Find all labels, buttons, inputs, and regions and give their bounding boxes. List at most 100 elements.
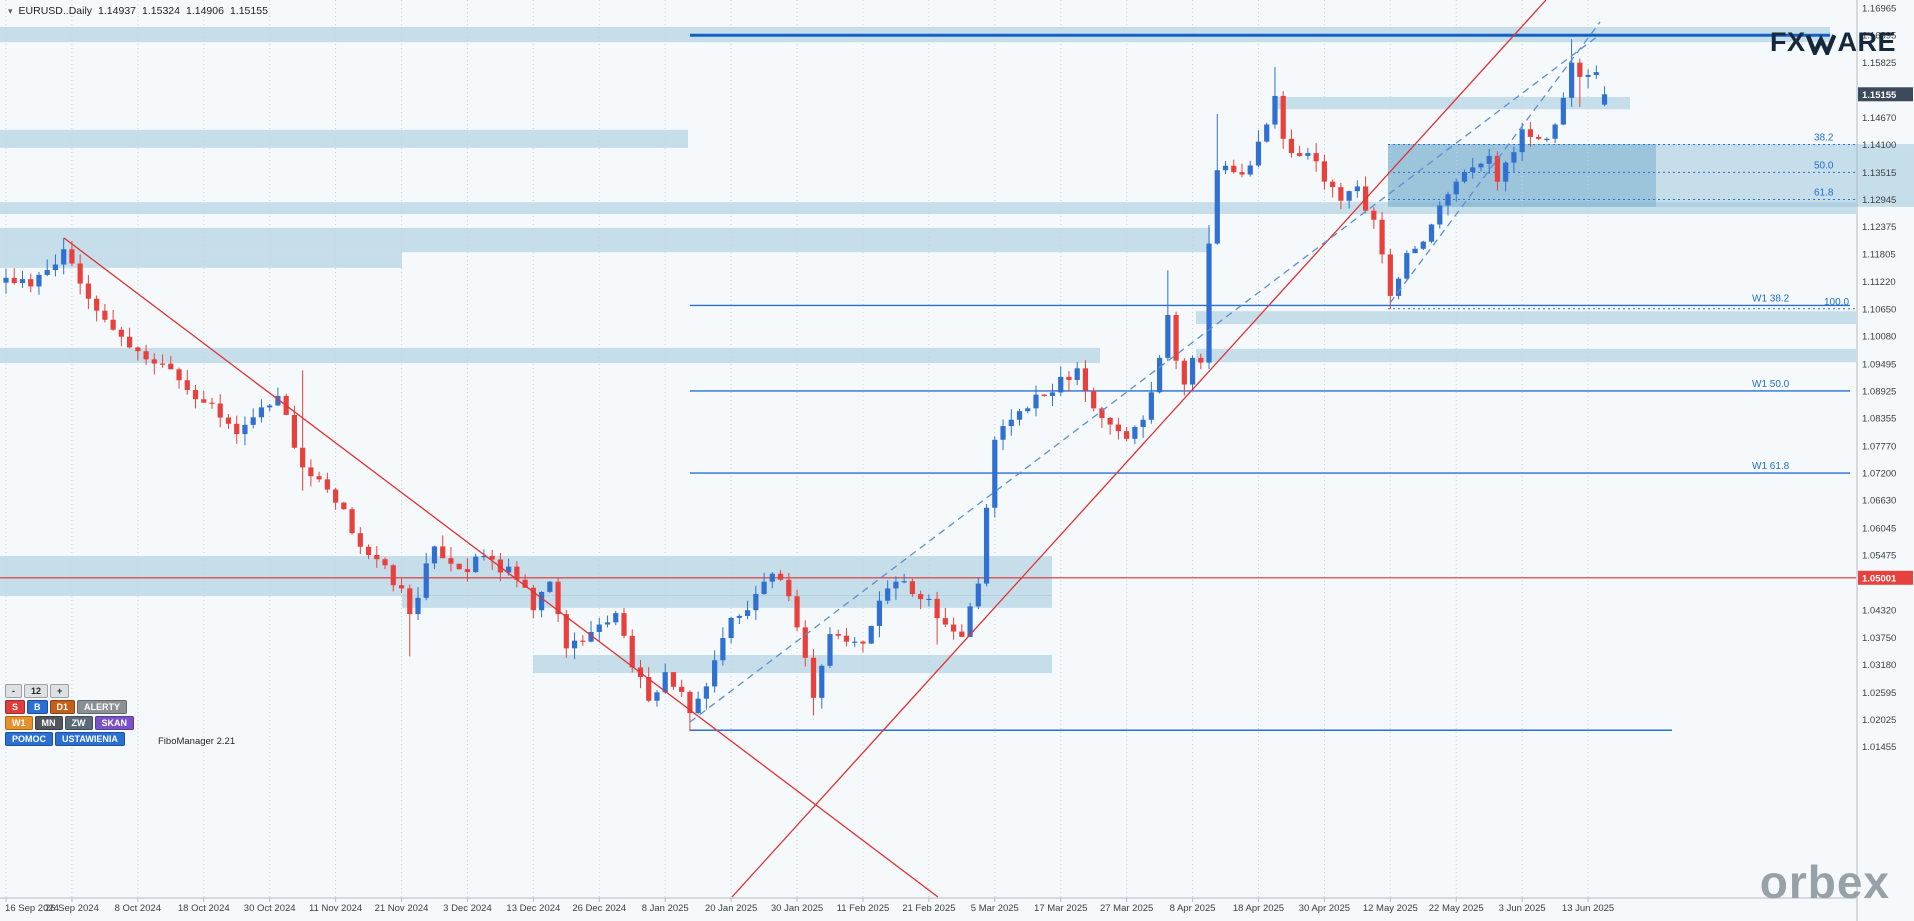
svg-text:22 May 2025: 22 May 2025	[1429, 903, 1484, 914]
svg-text:26 Sep 2024: 26 Sep 2024	[45, 903, 99, 914]
quote-close: 1.15155	[229, 5, 268, 17]
fxware-logo: FX ARE	[1770, 27, 1896, 58]
svg-text:8 Oct 2024: 8 Oct 2024	[115, 903, 161, 914]
quote-high: 1.15324	[142, 5, 180, 17]
toolbar: - 12 + S B D1 ALERTY W1 MN ZW SKAN POMOC…	[5, 684, 305, 748]
svg-text:16 Sep 2024: 16 Sep 2024	[5, 903, 59, 914]
svg-text:1.15155: 1.15155	[1862, 90, 1897, 101]
svg-text:1.11805: 1.11805	[1862, 249, 1896, 260]
zoom-row: - 12 +	[5, 684, 305, 698]
svg-text:1.15825: 1.15825	[1862, 58, 1896, 69]
svg-text:8 Apr 2025: 8 Apr 2025	[1170, 903, 1216, 914]
svg-text:3 Jun 2025: 3 Jun 2025	[1499, 903, 1546, 914]
svg-text:11 Nov 2024: 11 Nov 2024	[309, 903, 362, 914]
svg-text:1.02025: 1.02025	[1862, 715, 1896, 726]
svg-text:1.07200: 1.07200	[1862, 469, 1896, 480]
alerts-button[interactable]: ALERTY	[77, 700, 128, 714]
svg-text:1.12375: 1.12375	[1862, 222, 1896, 233]
symbol-info: ▾ EURUSD..Daily 1.14937 1.15324 1.14906 …	[8, 5, 268, 17]
svg-text:W1 61.8: W1 61.8	[1752, 461, 1790, 472]
bottom-row: POMOC USTAWIENIA	[5, 732, 305, 746]
svg-text:1.06045: 1.06045	[1862, 524, 1896, 535]
svg-text:1.10650: 1.10650	[1862, 304, 1896, 315]
svg-text:21 Feb 2025: 21 Feb 2025	[902, 903, 955, 914]
svg-text:1.06630: 1.06630	[1862, 496, 1896, 507]
help-button[interactable]: POMOC	[5, 732, 54, 746]
svg-text:1.12945: 1.12945	[1862, 195, 1896, 206]
trendlines-layer	[63, 0, 1601, 898]
svg-text:30 Oct 2024: 30 Oct 2024	[244, 903, 296, 914]
svg-text:1.08925: 1.08925	[1862, 386, 1896, 397]
svg-text:1.01455: 1.01455	[1862, 742, 1896, 753]
quote-open: 1.14937	[98, 5, 137, 17]
grid-layer	[5, 0, 1589, 897]
svg-text:50.0: 50.0	[1814, 160, 1834, 171]
svg-text:W1 50.0: W1 50.0	[1752, 379, 1790, 390]
svg-text:1.03750: 1.03750	[1862, 633, 1896, 644]
svg-text:8 Jan 2025: 8 Jan 2025	[642, 903, 689, 914]
svg-text:1.05001: 1.05001	[1862, 573, 1897, 584]
svg-text:1.16965: 1.16965	[1862, 4, 1896, 15]
svg-text:1.04320: 1.04320	[1862, 606, 1896, 617]
buy-button[interactable]: B	[27, 700, 48, 714]
svg-text:3 Dec 2024: 3 Dec 2024	[443, 903, 492, 914]
svg-text:1.05475: 1.05475	[1862, 551, 1896, 562]
svg-text:1.09495: 1.09495	[1862, 359, 1896, 370]
svg-text:1.07770: 1.07770	[1862, 441, 1896, 452]
fxware-w-icon	[1806, 34, 1837, 55]
svg-text:1.08355: 1.08355	[1862, 414, 1896, 425]
svg-text:1.03180: 1.03180	[1862, 660, 1896, 671]
symbol-timeframe-label: EURUSD..Daily	[18, 5, 93, 17]
svg-text:26 Dec 2024: 26 Dec 2024	[572, 903, 626, 914]
fxware-are-text: ARE	[1837, 27, 1896, 57]
timeframe-mn-button[interactable]: MN	[34, 716, 63, 730]
tools-row: W1 MN ZW SKAN	[5, 716, 305, 730]
svg-text:13 Jun 2025: 13 Jun 2025	[1562, 903, 1614, 914]
zoom-out-button[interactable]: -	[5, 684, 22, 698]
svg-text:1.10080: 1.10080	[1862, 331, 1896, 342]
svg-text:18 Apr 2025: 18 Apr 2025	[1233, 903, 1284, 914]
svg-text:12 May 2025: 12 May 2025	[1363, 903, 1418, 914]
svg-text:100.0: 100.0	[1824, 297, 1849, 308]
zw-button[interactable]: ZW	[64, 716, 93, 730]
symbol-dropdown-icon[interactable]: ▾	[8, 5, 13, 16]
svg-text:17 Mar 2025: 17 Mar 2025	[1034, 903, 1087, 914]
svg-text:1.16395: 1.16395	[1862, 31, 1896, 42]
sell-button[interactable]: S	[5, 700, 26, 714]
svg-text:18 Oct 2024: 18 Oct 2024	[178, 903, 230, 914]
svg-text:1.02595: 1.02595	[1862, 688, 1896, 699]
svg-text:11 Feb 2025: 11 Feb 2025	[837, 903, 890, 914]
scan-button[interactable]: SKAN	[94, 716, 135, 730]
candles-layer	[3, 39, 1608, 732]
interval-12-button[interactable]: 12	[24, 684, 49, 698]
zones-layer	[0, 26, 1914, 674]
svg-text:27 Mar 2025: 27 Mar 2025	[1100, 903, 1153, 914]
zoom-in-button[interactable]: +	[50, 684, 70, 698]
timeframe-w1-button[interactable]: W1	[5, 716, 33, 730]
level-price-tag	[1858, 570, 1913, 585]
trade-row: S B D1 ALERTY	[5, 700, 305, 714]
orbex-logo: orbex	[1759, 856, 1890, 908]
svg-text:30 Jan 2025: 30 Jan 2025	[771, 903, 823, 914]
svg-text:20 Jan 2025: 20 Jan 2025	[705, 903, 757, 914]
quote-low: 1.14906	[185, 5, 224, 17]
svg-text:1.13515: 1.13515	[1862, 168, 1896, 179]
levels-layer: W1 38.2 W1 50.0 W1 61.8 38.2 50.0 61.8 100.0	[0, 33, 1856, 731]
svg-text:30 Apr 2025: 30 Apr 2025	[1299, 903, 1350, 914]
fibomanager-version: FiboManager 2.21	[158, 736, 236, 747]
svg-text:13 Dec 2024: 13 Dec 2024	[506, 903, 560, 914]
timeframe-d1-button[interactable]: D1	[49, 700, 76, 714]
svg-text:W1 38.2: W1 38.2	[1752, 293, 1790, 304]
svg-text:1.14100: 1.14100	[1862, 140, 1896, 151]
svg-text:1.11220: 1.11220	[1862, 277, 1896, 288]
fxware-fx-text: FX	[1769, 27, 1806, 57]
svg-text:38.2: 38.2	[1814, 133, 1834, 144]
current-price-tag	[1858, 87, 1913, 102]
svg-text:61.8: 61.8	[1814, 188, 1834, 199]
price-tags: 1.15155 1.05001	[1858, 87, 1913, 585]
settings-button[interactable]: USTAWIENIA	[55, 732, 125, 746]
svg-text:21 Nov 2024: 21 Nov 2024	[375, 903, 429, 914]
